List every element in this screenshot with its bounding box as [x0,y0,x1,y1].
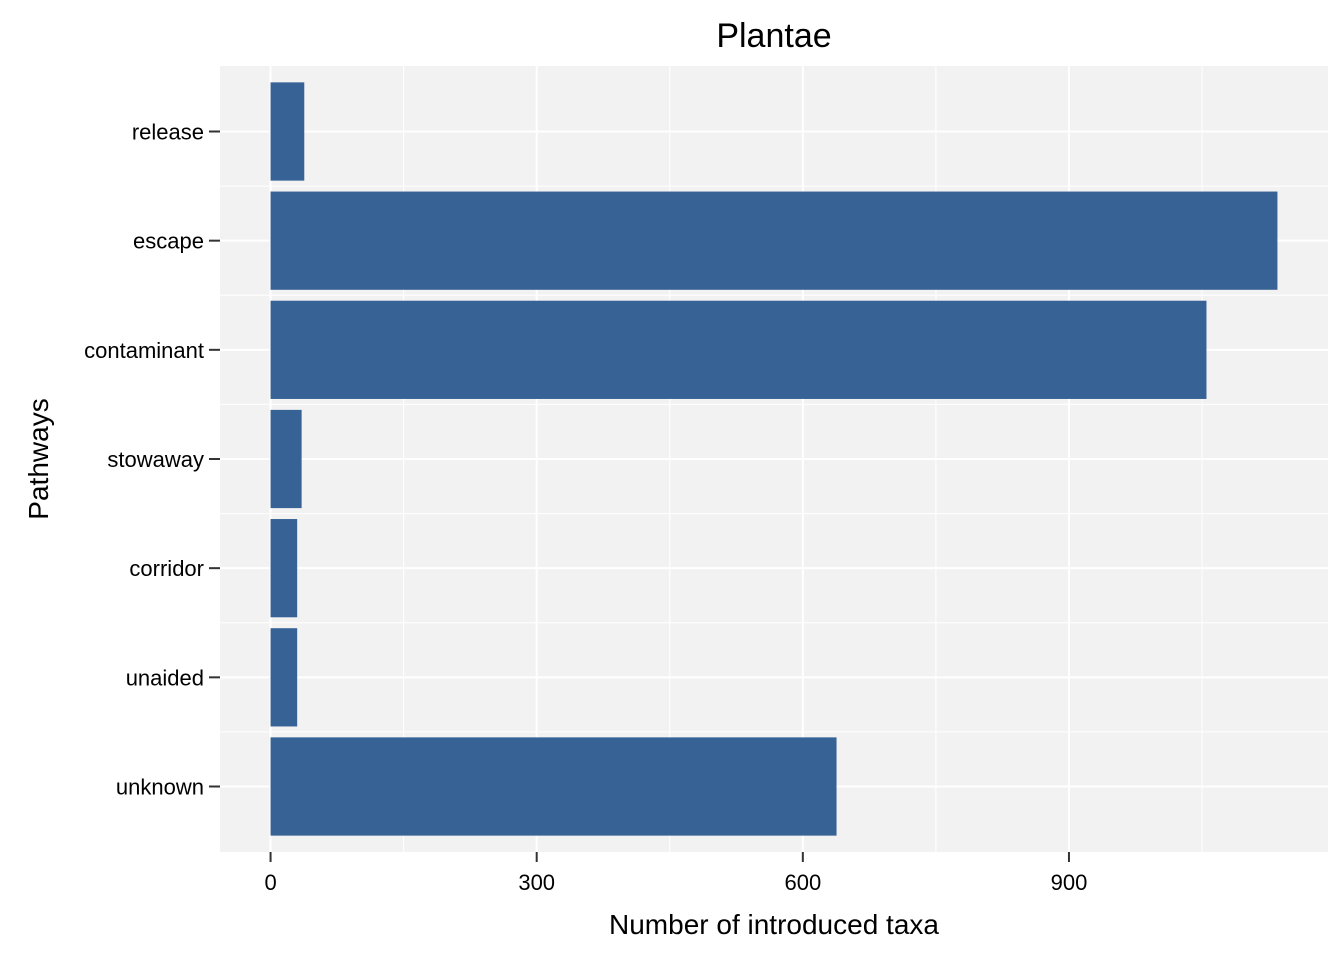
bar-escape [270,191,1278,290]
bars [270,82,1278,836]
bar-release [270,82,305,181]
y-tick-label-contaminant: contaminant [84,338,204,363]
y-tick-label-unaided: unaided [126,665,204,690]
y-tick-label-unknown: unknown [116,775,204,800]
y-tick-label-escape: escape [133,229,204,254]
axes: release escape contaminant stowaway corridor… [84,120,1087,896]
x-tick-label: 300 [518,870,555,895]
bar-contaminant [270,300,1207,399]
y-tick-label-stowaway: stowaway [107,447,204,472]
x-tick-label: 0 [264,870,276,895]
x-tick-label: 900 [1051,870,1088,895]
bar-unknown [270,737,837,836]
y-axis-title: Pathways [23,398,54,519]
y-tick-label-release: release [132,120,204,145]
x-axis-title: Number of introduced taxa [609,909,939,940]
bar-stowaway [270,409,302,509]
bar-corridor [270,519,298,618]
bar-unaided [270,628,298,727]
x-tick-label: 600 [784,870,821,895]
chart-title: Plantae [716,17,831,55]
y-tick-label-corridor: corridor [129,556,204,581]
